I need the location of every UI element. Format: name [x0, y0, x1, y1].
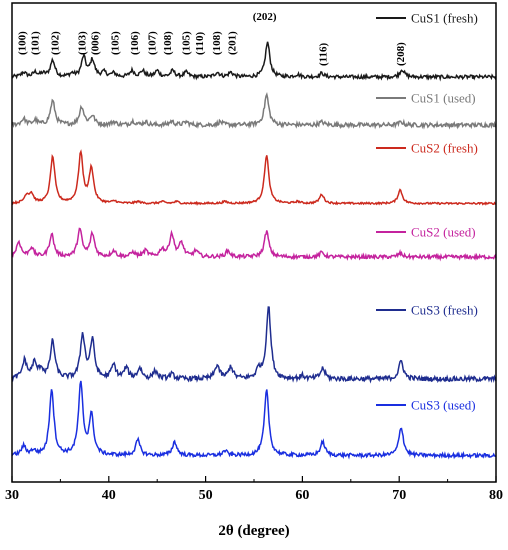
- x-tick-label: 50: [199, 488, 213, 503]
- legend-label-3: CuS2 (fresh): [411, 141, 478, 156]
- peak-label: (105): [110, 31, 122, 55]
- traces-group: [11, 41, 497, 460]
- peak-label: (006): [89, 31, 101, 55]
- peak-label: (108): [211, 31, 223, 55]
- x-tick-label: 60: [295, 488, 309, 503]
- peak-label: (100): [17, 31, 29, 55]
- x-axis: 30 40 50 60 70 80: [5, 476, 503, 503]
- x-tick-label: 30: [5, 488, 19, 503]
- legend-label-4: CuS2 (used): [411, 225, 476, 240]
- x-tick-label: 80: [489, 488, 503, 503]
- series-line-6: [11, 380, 497, 460]
- legend-label-2: CuS1 (used): [411, 91, 476, 106]
- peak-label: (105): [180, 31, 192, 55]
- series-line-4: [11, 227, 497, 262]
- legend-label-1: CuS1 (fresh): [411, 11, 478, 26]
- peak-label: (101): [29, 31, 41, 55]
- legend-label-6: CuS3 (used): [411, 398, 476, 413]
- series-line-5: [11, 306, 497, 384]
- peak-label: (201): [227, 31, 239, 55]
- x-tick-label: 70: [392, 488, 406, 503]
- peak-label: (103): [77, 31, 89, 55]
- series-line-2: [11, 92, 497, 130]
- peak-label: (208): [395, 42, 407, 66]
- peak-label: (110): [194, 31, 206, 55]
- peak-label: (108): [162, 31, 174, 55]
- legend-group: CuS1 (fresh) CuS1 (used) CuS2 (fresh) CuS2 …: [376, 11, 478, 413]
- series-line-1: [11, 41, 497, 82]
- x-tick-label: 40: [102, 488, 116, 503]
- peak-label: (106): [129, 31, 141, 55]
- x-axis-title: 2θ (degree): [218, 523, 289, 539]
- legend-label-5: CuS3 (fresh): [411, 303, 478, 318]
- peak-label: (102): [50, 31, 62, 55]
- peak-labels-group: (100) (101) (102) (103) (006) (105) (106) (107)…: [17, 11, 407, 66]
- peak-label: (202): [253, 11, 277, 23]
- peak-label: (116): [318, 42, 330, 66]
- peak-label: (107): [146, 31, 158, 55]
- series-line-3: [11, 149, 497, 206]
